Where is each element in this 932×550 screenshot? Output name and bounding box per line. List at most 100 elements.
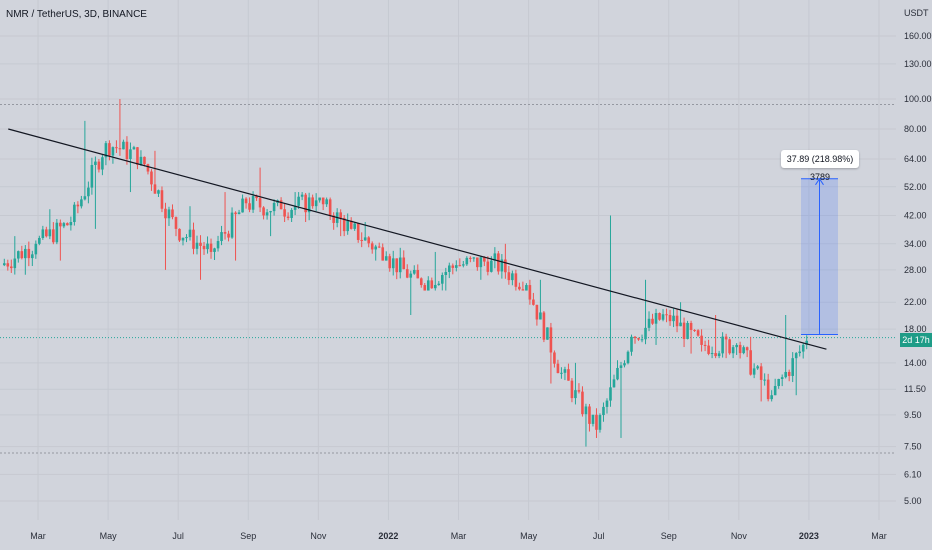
x-tick-label: Mar bbox=[871, 531, 887, 541]
candle-body bbox=[13, 258, 17, 269]
candle-body bbox=[318, 197, 321, 201]
candle-body bbox=[777, 378, 780, 387]
y-tick-label: 6.10 bbox=[904, 469, 922, 479]
candle-body bbox=[735, 344, 738, 348]
x-tick-label: Nov bbox=[731, 531, 748, 541]
current-price-tag: 2d 17h bbox=[900, 333, 932, 347]
x-tick-label: Nov bbox=[310, 531, 327, 541]
y-tick-label: 22.00 bbox=[904, 297, 927, 307]
candle-body bbox=[279, 200, 283, 210]
y-tick-label: 80.00 bbox=[904, 124, 927, 134]
candle-body bbox=[563, 369, 567, 373]
candle-body bbox=[34, 243, 38, 255]
candle-body bbox=[686, 322, 689, 339]
candle-body bbox=[374, 246, 378, 250]
candle-body bbox=[181, 237, 185, 241]
candle-body bbox=[528, 285, 532, 300]
candle-body bbox=[448, 265, 451, 272]
candle-body bbox=[192, 229, 195, 249]
candle-body bbox=[398, 257, 402, 273]
candle-body bbox=[41, 229, 45, 238]
candle-body bbox=[300, 194, 304, 197]
x-tick-label: May bbox=[520, 531, 538, 541]
y-tick-label: 130.00 bbox=[904, 59, 932, 69]
candle-body bbox=[493, 253, 497, 261]
candle-body bbox=[433, 284, 437, 289]
candle-body bbox=[146, 164, 150, 172]
y-tick-label: 18.00 bbox=[904, 324, 927, 334]
candle-body bbox=[402, 257, 406, 270]
y-tick-label: 34.00 bbox=[904, 239, 927, 249]
candle-body bbox=[679, 322, 682, 327]
candle-body bbox=[6, 263, 10, 267]
measurement-arrow-head bbox=[815, 177, 824, 186]
candle-body bbox=[490, 260, 493, 272]
candle-body bbox=[293, 205, 297, 210]
candle-body bbox=[633, 336, 637, 339]
candle-body bbox=[153, 184, 157, 194]
candle-body bbox=[756, 366, 759, 369]
candle-body bbox=[115, 147, 118, 149]
candle-body bbox=[451, 265, 455, 268]
candle-body bbox=[525, 285, 528, 291]
candle-body bbox=[609, 387, 612, 401]
candle-body bbox=[787, 371, 791, 376]
candle-body bbox=[307, 197, 311, 213]
candle-body bbox=[556, 363, 560, 374]
candle-body bbox=[346, 220, 349, 232]
candle-body bbox=[48, 229, 52, 237]
candle-body bbox=[675, 315, 679, 327]
y-tick-label: 42.00 bbox=[904, 210, 927, 220]
candle-body bbox=[311, 197, 314, 207]
candle-body bbox=[356, 223, 360, 240]
candle-body bbox=[97, 161, 101, 170]
candle-body bbox=[73, 204, 76, 222]
candle-body bbox=[360, 239, 363, 241]
x-tick-label: Mar bbox=[451, 531, 467, 541]
candle-body bbox=[132, 147, 136, 150]
candle-body bbox=[763, 379, 766, 381]
candle-body bbox=[595, 414, 598, 430]
candle-body bbox=[469, 257, 472, 259]
candle-body bbox=[395, 258, 399, 273]
candle-body bbox=[798, 351, 801, 354]
candle-body bbox=[532, 299, 535, 305]
candle-body bbox=[45, 229, 48, 237]
candle-body bbox=[752, 368, 756, 375]
candle-body bbox=[272, 202, 276, 212]
candle-body bbox=[290, 209, 293, 218]
candle-body bbox=[223, 232, 227, 234]
x-tick-label: 2022 bbox=[378, 531, 398, 541]
candle-body bbox=[574, 390, 577, 399]
candle-body bbox=[637, 338, 640, 340]
candle-body bbox=[668, 315, 672, 322]
candle-body bbox=[90, 164, 94, 188]
candle-body bbox=[55, 222, 59, 243]
candle-body bbox=[136, 147, 139, 165]
candle-body bbox=[381, 247, 385, 261]
candle-body bbox=[766, 379, 770, 400]
y-tick-label: 64.00 bbox=[904, 154, 927, 164]
candle-body bbox=[581, 391, 584, 415]
candle-body bbox=[20, 251, 24, 259]
candle-body bbox=[500, 259, 504, 272]
candle-body bbox=[661, 314, 665, 320]
candle-body bbox=[66, 223, 69, 226]
candle-body bbox=[665, 314, 668, 316]
candle-body bbox=[38, 237, 41, 244]
candle-body bbox=[391, 258, 395, 269]
candle-body bbox=[426, 280, 430, 291]
candle-body bbox=[76, 204, 80, 207]
candle-body bbox=[682, 322, 686, 339]
candle-body bbox=[111, 147, 115, 156]
candle-body bbox=[167, 209, 171, 219]
candle-body bbox=[164, 208, 167, 219]
candle-body bbox=[591, 414, 595, 424]
candle-body bbox=[658, 313, 661, 320]
candle-body bbox=[83, 196, 87, 200]
candle-body bbox=[521, 289, 525, 291]
candle-body bbox=[731, 347, 735, 354]
candle-body bbox=[174, 217, 178, 229]
candle-body bbox=[616, 367, 619, 380]
